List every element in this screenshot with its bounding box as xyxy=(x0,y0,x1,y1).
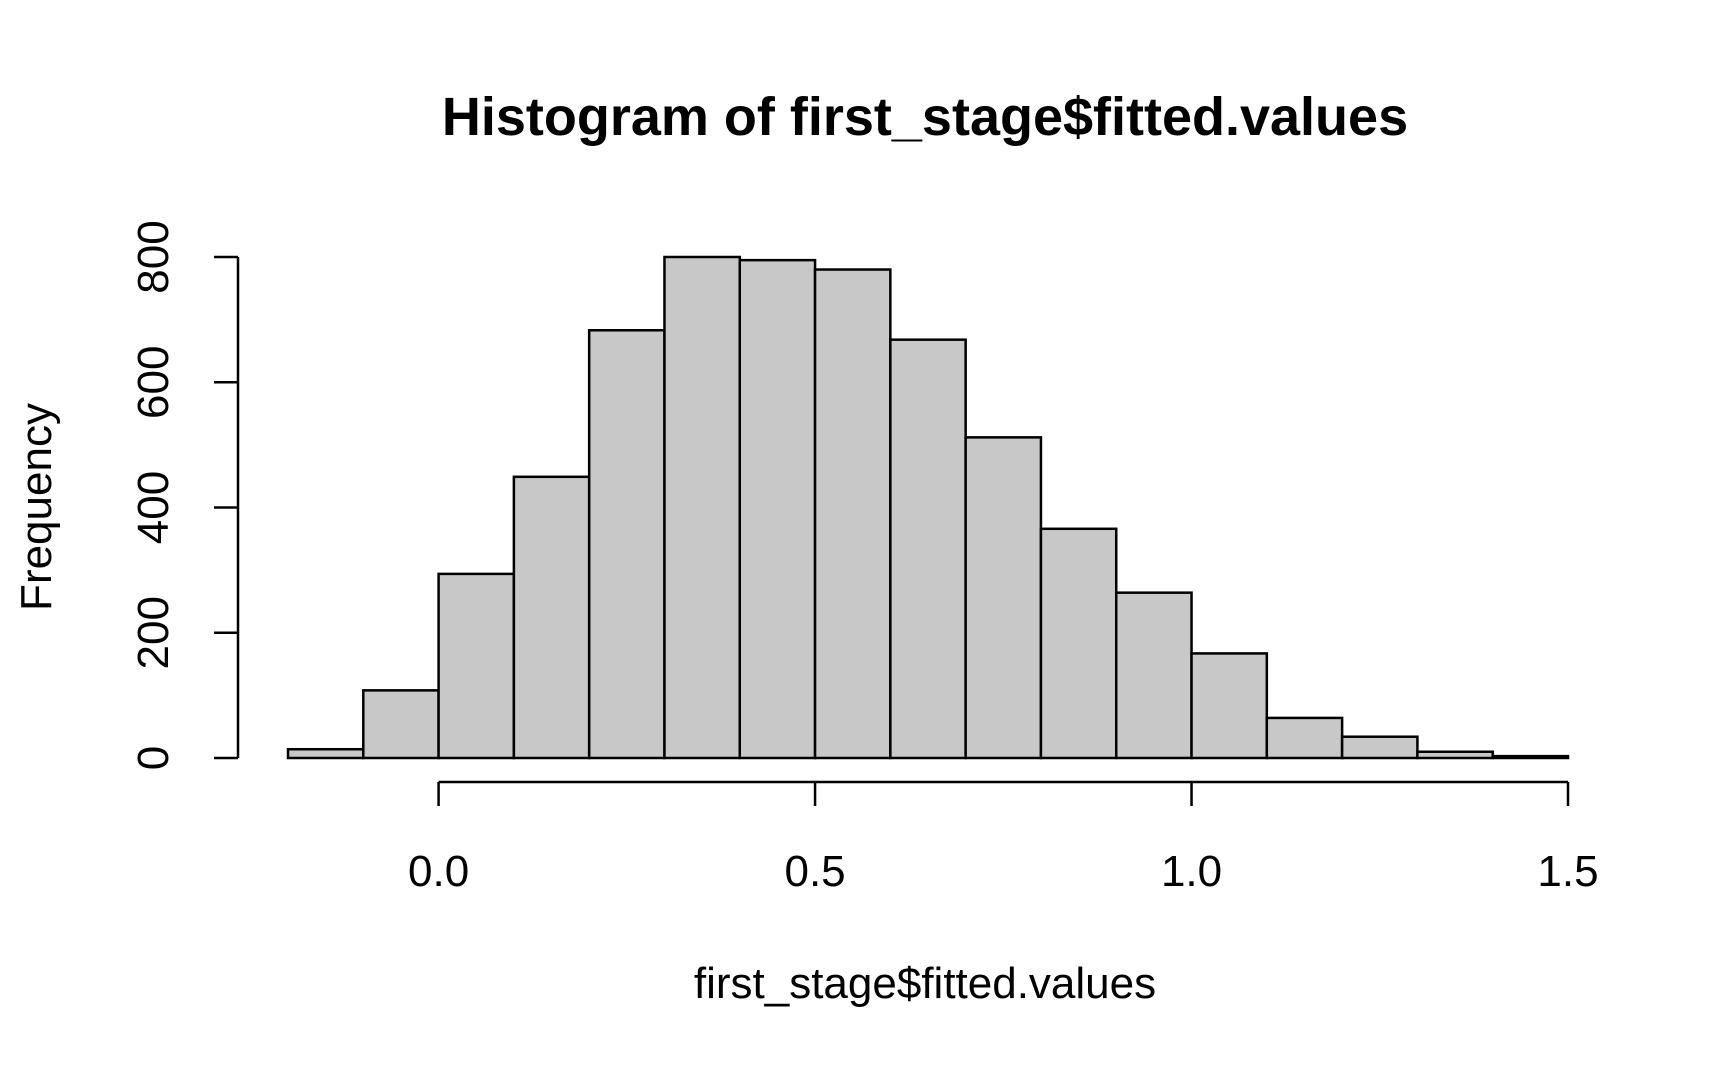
x-axis: 0.0 0.5 1.0 1.5 xyxy=(408,780,1599,896)
histogram-bar xyxy=(1340,735,1419,760)
histogram-bar xyxy=(813,268,892,760)
x-tick-label: 0.5 xyxy=(784,847,845,896)
histogram-bar xyxy=(1265,716,1344,760)
histogram-bar xyxy=(1190,652,1269,760)
histogram-bar xyxy=(1416,750,1494,760)
histogram-bar xyxy=(512,475,591,760)
histogram-bar xyxy=(889,338,967,760)
histogram-bar xyxy=(1491,754,1570,760)
histogram-bar xyxy=(437,572,516,760)
histogram-bar xyxy=(587,329,666,760)
y-axis-label: Frequency xyxy=(12,403,61,611)
chart-title: Histogram of first_stage$fitted.values xyxy=(442,87,1408,147)
y-tick-label: 400 xyxy=(129,471,178,544)
histogram-bar xyxy=(1114,591,1193,760)
x-axis-label: first_stage$fitted.values xyxy=(694,959,1156,1008)
x-tick-label: 1.0 xyxy=(1161,847,1222,896)
histogram-bar xyxy=(964,436,1043,760)
histogram-bar xyxy=(663,255,742,760)
histogram-bar xyxy=(286,747,365,760)
histogram-bar xyxy=(362,689,440,760)
y-axis: 0 200 400 600 800 xyxy=(129,220,240,770)
y-tick-label: 800 xyxy=(129,220,178,293)
histogram-bar xyxy=(1039,527,1118,760)
x-tick-label: 1.5 xyxy=(1537,847,1598,896)
y-tick-label: 200 xyxy=(129,596,178,669)
histogram-bar xyxy=(738,258,817,760)
y-tick-label: 600 xyxy=(129,346,178,419)
histogram-bars xyxy=(286,255,1570,760)
x-tick-label: 0.0 xyxy=(408,847,469,896)
y-tick-label: 0 xyxy=(129,746,178,770)
